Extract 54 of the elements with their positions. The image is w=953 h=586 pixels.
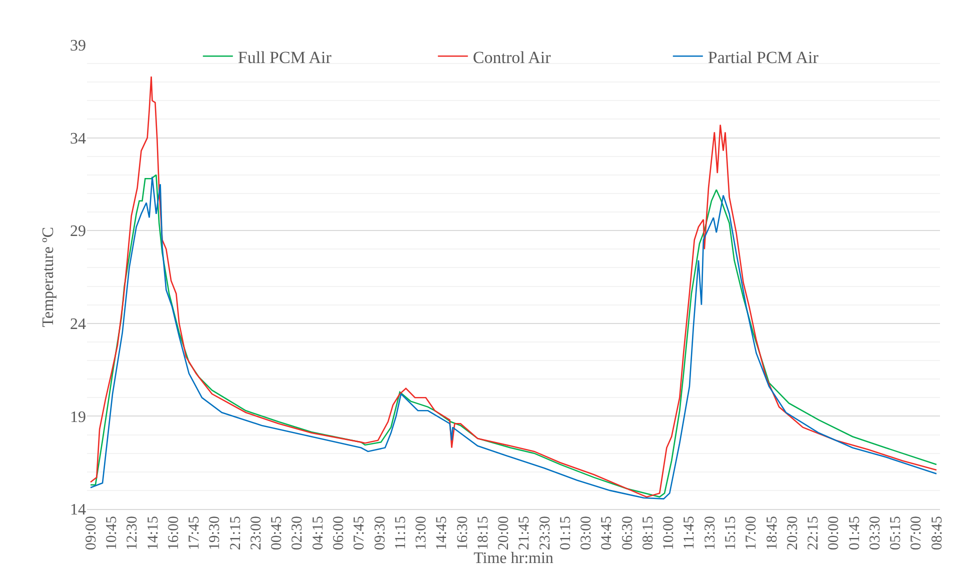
x-tick-label: 13:00 xyxy=(414,516,430,550)
x-tick-label: 19:30 xyxy=(207,516,224,550)
y-tick-label: 24 xyxy=(70,316,86,333)
x-tick-label: 17:00 xyxy=(744,516,760,550)
x-tick-label: 07:45 xyxy=(352,516,368,550)
y-tick-label: 39 xyxy=(70,38,86,55)
x-tick-label: 07:00 xyxy=(908,516,925,550)
y-tick-label: 29 xyxy=(70,223,86,240)
x-tick-label: 11:15 xyxy=(392,516,409,550)
y-tick-label: 19 xyxy=(70,408,86,426)
x-tick-label: 09:30 xyxy=(372,516,388,550)
x-tick-label: 04:45 xyxy=(599,516,616,550)
x-tick-label: 21:45 xyxy=(516,516,533,550)
x-tick-label: 04:15 xyxy=(310,516,326,550)
x-tick-label: 10:45 xyxy=(104,516,120,550)
x-tick-label: 23:00 xyxy=(248,516,264,550)
x-tick-label: 13:30 xyxy=(702,516,718,550)
x-tick-label: 11:45 xyxy=(682,516,698,550)
x-tick-label: 16:00 xyxy=(166,516,182,550)
legend-label: Partial PCM Air xyxy=(708,48,819,67)
x-tick-label: 00:45 xyxy=(269,516,286,550)
x-tick-label: 20:30 xyxy=(784,516,801,550)
x-tick-label: 06:00 xyxy=(331,516,348,550)
x-tick-label: 09:00 xyxy=(83,516,100,550)
x-tick-label: 08:45 xyxy=(929,516,946,550)
x-tick-label: 20:00 xyxy=(496,516,512,550)
x-tick-label: 14:45 xyxy=(434,516,450,550)
x-tick-label: 12:30 xyxy=(124,516,141,550)
x-tick-label: 14:15 xyxy=(145,516,162,550)
x-tick-label: 18:15 xyxy=(475,516,492,550)
legend-label: Control Air xyxy=(472,48,552,67)
x-tick-label: 23:30 xyxy=(537,516,554,550)
x-tick-label: 01:45 xyxy=(846,516,863,550)
x-tick-label: 01:15 xyxy=(558,516,574,550)
x-tick-label: 08:15 xyxy=(640,516,656,550)
y-axis-title: Temperature ºC xyxy=(40,226,57,328)
x-tick-label: 22:15 xyxy=(806,516,822,550)
x-tick-label: 18:45 xyxy=(764,516,780,550)
y-tick-label: 34 xyxy=(70,130,86,148)
x-tick-label: 05:15 xyxy=(888,516,904,550)
x-tick-label: 02:30 xyxy=(290,516,306,550)
x-tick-label: 03:30 xyxy=(867,516,884,550)
x-tick-label: 00:00 xyxy=(826,516,842,550)
x-tick-label: 06:30 xyxy=(620,516,636,550)
x-tick-label: 17:45 xyxy=(186,516,203,550)
line-series xyxy=(90,76,938,498)
x-tick-label: 21:15 xyxy=(228,516,244,550)
x-axis-title: Time hr:min xyxy=(474,550,554,568)
x-tick-label: 16:30 xyxy=(454,516,471,550)
legend-label: Full PCM Air xyxy=(238,48,332,67)
x-tick-label: 15:15 xyxy=(723,516,740,550)
x-tick-label: 10:00 xyxy=(661,516,678,550)
x-tick-label: 03:00 xyxy=(578,516,595,550)
y-tick-label: 14 xyxy=(70,502,86,519)
